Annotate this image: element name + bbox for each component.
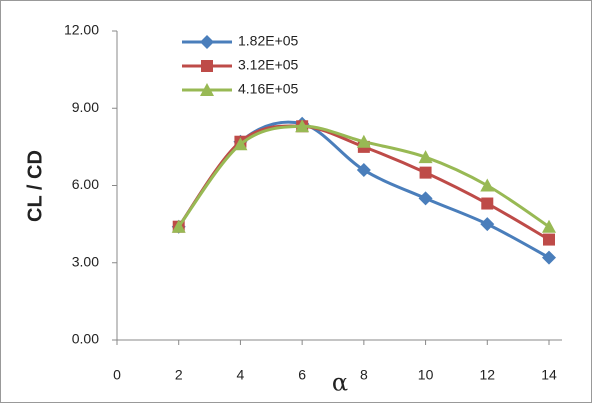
- marker: [418, 191, 433, 206]
- y-tick-label: 0.00: [72, 331, 99, 347]
- marker: [233, 137, 248, 151]
- marker: [480, 178, 495, 192]
- legend-label: 1.82E+05: [238, 33, 299, 49]
- marker: [542, 250, 556, 265]
- marker: [171, 219, 186, 233]
- marker: [542, 219, 556, 233]
- marker: [356, 134, 371, 148]
- y-tick-label: 6.00: [72, 176, 99, 192]
- legend-marker: [201, 60, 213, 72]
- x-tick-label: 14: [541, 367, 557, 383]
- legend-label: 4.16E+05: [238, 81, 299, 97]
- x-tick-label: 10: [418, 367, 434, 383]
- y-tick-label: 3.00: [72, 253, 99, 269]
- marker: [419, 166, 432, 179]
- x-tick-label: 12: [479, 367, 495, 383]
- x-tick-label: 8: [360, 367, 368, 383]
- y-axis-label: CL / CD: [24, 150, 46, 222]
- x-axis-label: α: [332, 369, 348, 397]
- x-tick-label: 6: [298, 367, 306, 383]
- y-tick-label: 9.00: [72, 99, 99, 115]
- legend-marker: [200, 83, 214, 96]
- marker: [418, 150, 433, 164]
- y-tick-label: 12.00: [64, 22, 99, 38]
- marker: [480, 217, 495, 232]
- x-tick-label: 0: [113, 367, 121, 383]
- marker: [295, 119, 310, 133]
- x-tick-label: 4: [237, 367, 245, 383]
- marker: [356, 163, 371, 178]
- marker: [481, 197, 494, 210]
- legend-label: 3.12E+05: [238, 57, 299, 73]
- marker: [543, 233, 555, 246]
- x-tick-label: 2: [175, 367, 183, 383]
- legend-marker: [200, 35, 214, 49]
